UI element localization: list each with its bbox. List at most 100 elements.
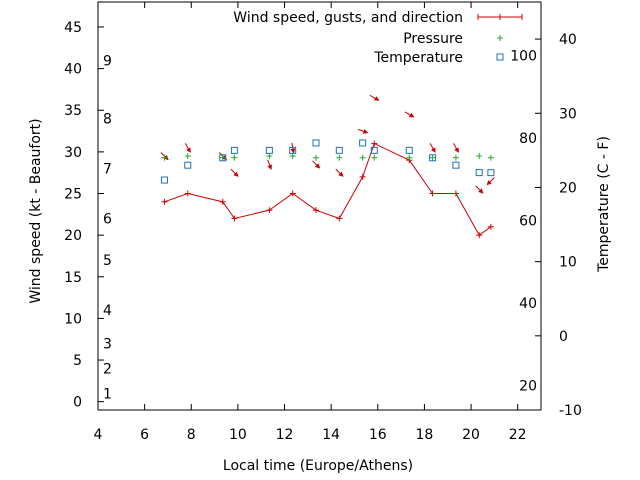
x-tick-label: 12 <box>276 427 294 443</box>
y-left-tick-label: 10 <box>64 311 82 327</box>
wind-direction-arrow <box>369 94 380 101</box>
beaufort-label: 2 <box>103 361 112 377</box>
y-right-axis-label: Temperature (C - F) <box>596 136 612 273</box>
temperature-point <box>475 169 483 177</box>
temperature-point <box>370 146 378 154</box>
y-left-tick-label: 0 <box>73 395 82 411</box>
temperature-point <box>312 139 320 147</box>
y-left-tick-label: 15 <box>64 270 82 286</box>
celsius-tick-label: -10 <box>559 403 582 419</box>
temperature-point <box>452 161 460 169</box>
pressure-point <box>336 154 343 161</box>
pressure-point <box>313 154 320 161</box>
y-left-tick-label: 25 <box>64 187 82 203</box>
temperature-point <box>160 176 168 184</box>
beaufort-label: 4 <box>103 303 112 319</box>
temperature-point <box>429 154 437 162</box>
temperature-point <box>265 146 273 154</box>
wind-speed-point <box>219 198 226 205</box>
pressure-point <box>266 153 273 160</box>
temperature-point <box>359 139 367 147</box>
y-left-tick-label: 40 <box>64 62 82 78</box>
legend-label: Temperature <box>373 50 463 66</box>
beaufort-label: 1 <box>103 386 112 402</box>
temperature-point <box>230 146 238 154</box>
wind-direction-arrow <box>267 159 273 171</box>
beaufort-label: 5 <box>103 253 112 269</box>
plot-frame <box>97 1 542 411</box>
y-left-tick-label: 35 <box>64 103 82 119</box>
fahrenheit-tick-label: 80 <box>519 131 537 147</box>
wind-speed-point <box>184 190 191 197</box>
y-left-tick-label: 45 <box>64 20 82 36</box>
pressure-point <box>161 154 168 161</box>
legend-label: Pressure <box>403 31 463 47</box>
x-tick-label: 22 <box>509 427 527 443</box>
wind-direction-arrow <box>230 168 239 177</box>
celsius-tick-label: 10 <box>559 255 577 271</box>
wind-speed-point <box>476 232 483 239</box>
pressure-point <box>452 154 459 161</box>
wind-speed-point <box>231 215 238 222</box>
pressure-point <box>219 154 226 161</box>
pressure-point <box>359 154 366 161</box>
x-tick-label: 18 <box>416 427 434 443</box>
x-tick-label: 8 <box>187 427 196 443</box>
celsius-tick-label: 20 <box>559 180 577 196</box>
wind-direction-arrow <box>312 160 321 169</box>
wind-speed-point <box>289 190 296 197</box>
pressure-point <box>429 154 436 161</box>
celsius-tick-label: 0 <box>559 329 568 345</box>
y-left-tick-label: 30 <box>64 145 82 161</box>
temperature-point <box>335 146 343 154</box>
x-axis-label: Local time (Europe/Athens) <box>223 458 413 474</box>
y-left-axis-label: Wind speed (kt - Beaufort) <box>28 118 44 303</box>
temperature-point <box>184 161 192 169</box>
legend-temperature-swatch <box>496 53 504 61</box>
legend-label: Wind speed, gusts, and direction <box>233 10 463 26</box>
wind-speed-point <box>429 190 436 197</box>
temperature-point <box>405 146 413 154</box>
pressure-point <box>487 154 494 161</box>
wind-speed-point <box>161 198 168 205</box>
wind-speed-point <box>359 173 366 180</box>
celsius-tick-label: 30 <box>559 106 577 122</box>
wind-speed-point <box>452 190 459 197</box>
pressure-point <box>476 153 483 160</box>
pressure-point <box>371 154 378 161</box>
x-tick-label: 14 <box>322 427 340 443</box>
temperature-point <box>487 169 495 177</box>
wind-direction-arrow <box>357 128 369 134</box>
wind-direction-arrow <box>184 143 191 153</box>
wind-direction-arrow <box>429 143 436 153</box>
fahrenheit-tick-label: 40 <box>519 296 537 312</box>
wind-direction-arrow <box>452 143 459 153</box>
wind-speed-point <box>487 223 494 230</box>
wind-speed-point <box>371 140 378 147</box>
y-left-tick-label: 5 <box>73 353 82 369</box>
beaufort-label: 9 <box>103 53 112 69</box>
temperature-point <box>289 146 297 154</box>
wind-speed-point <box>336 215 343 222</box>
pressure-point <box>184 153 191 160</box>
wind-speed-point <box>266 207 273 214</box>
fahrenheit-tick-label: 20 <box>519 378 537 394</box>
x-tick-label: 16 <box>369 427 387 443</box>
y-left-tick-label: 20 <box>64 228 82 244</box>
x-tick-label: 20 <box>462 427 480 443</box>
x-tick-label: 6 <box>140 427 149 443</box>
wind-speed-line <box>164 142 492 236</box>
celsius-tick-label: 40 <box>559 32 577 48</box>
wind-direction-arrow <box>475 185 484 194</box>
beaufort-label: 3 <box>103 336 112 352</box>
beaufort-label: 7 <box>103 162 112 178</box>
x-tick-label: 4 <box>94 427 103 443</box>
wind-direction-arrow <box>404 111 415 118</box>
beaufort-label: 8 <box>103 112 112 128</box>
wind-direction-arrow <box>486 177 495 186</box>
pressure-point <box>231 154 238 161</box>
pressure-point <box>406 154 413 161</box>
x-tick-label: 10 <box>229 427 247 443</box>
wind-speed-point <box>313 207 320 214</box>
